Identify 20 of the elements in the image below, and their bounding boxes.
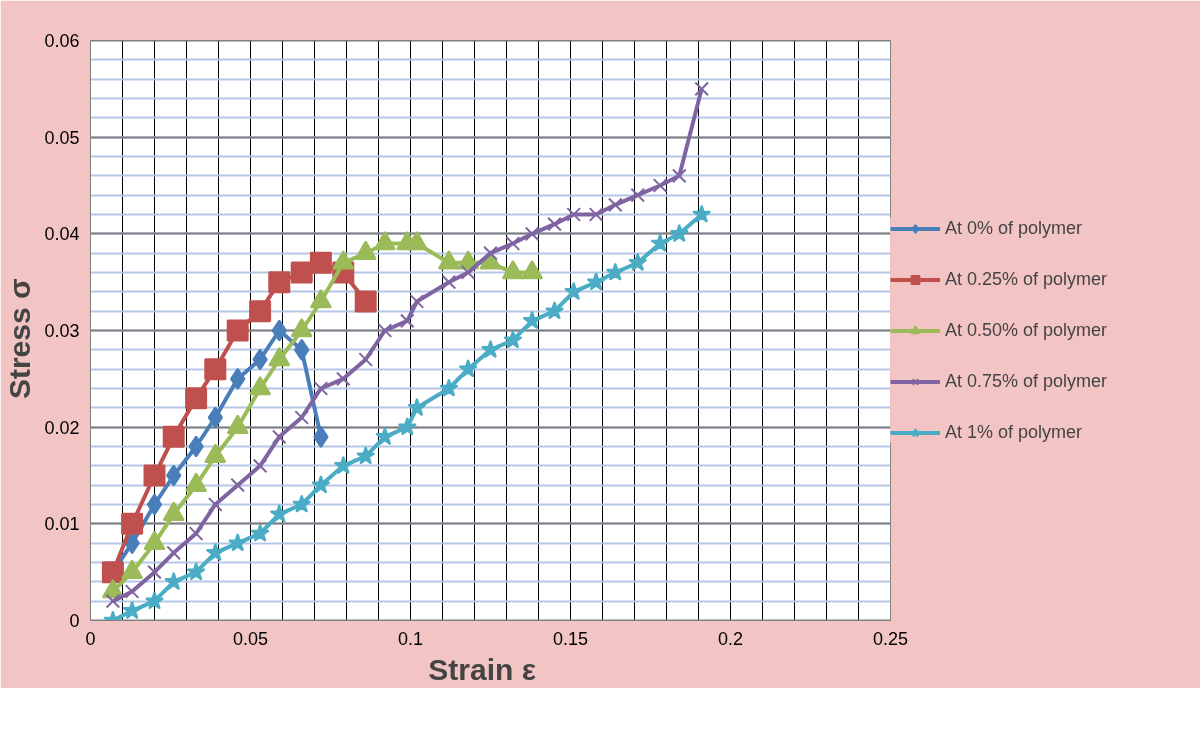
y-axis-title: Stress σ (3, 278, 37, 400)
legend-label: At 0.50% of polymer (945, 319, 1108, 341)
x-tick-label: 0.05 (232, 628, 269, 649)
y-tick-label: 0.02 (44, 417, 80, 438)
y-tick-label: 0.04 (44, 224, 80, 245)
y-tick-label: 0.06 (44, 31, 80, 51)
legend-label: At 1% of polymer (945, 421, 1083, 443)
x-tick-label: 0 (85, 628, 96, 649)
y-tick-label: 0.05 (44, 127, 80, 148)
x-axis-title: Strain ε (428, 652, 536, 686)
legend-label: At 0% of polymer (945, 217, 1083, 239)
x-tick-label: 0.25 (872, 628, 909, 649)
x-tick-label: 0.15 (552, 628, 589, 649)
x-tick-label: 0.1 (397, 628, 424, 649)
legend-label: At 0.25% of polymer (945, 268, 1108, 290)
x-tick-label: 0.2 (717, 628, 744, 649)
y-tick-label: 0 (69, 611, 80, 631)
y-tick-label: 0.03 (44, 321, 80, 341)
legend-label: At 0.75% of polymer (945, 370, 1108, 392)
y-tick-label: 0.01 (44, 514, 80, 535)
